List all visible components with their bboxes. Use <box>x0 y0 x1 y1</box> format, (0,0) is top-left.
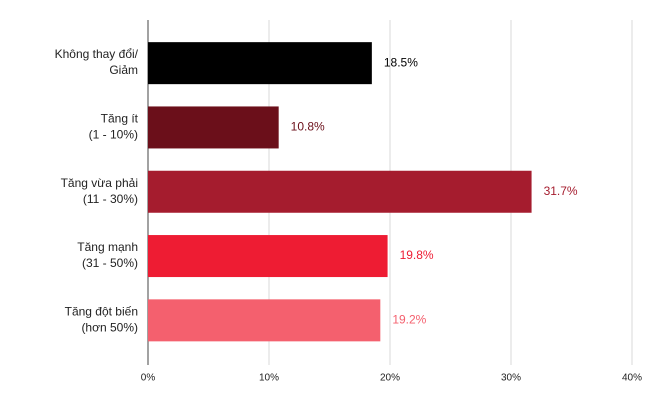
category-label: Tăng đột biến (hơn 50%) <box>65 305 138 335</box>
x-tick-label: 30% <box>501 373 521 384</box>
bar <box>148 299 381 342</box>
category-line: Tăng ít <box>101 112 139 126</box>
category-label: Tăng mạnh (31 - 50%) <box>77 240 138 270</box>
x-tick-label: 40% <box>622 373 642 384</box>
bar <box>148 235 388 278</box>
value-label: 19.2% <box>392 313 426 327</box>
value-label: 10.8% <box>291 120 325 134</box>
bar <box>148 106 279 149</box>
category-line: (hơn 50%) <box>81 321 138 335</box>
value-label: 18.5% <box>384 55 418 69</box>
category-line: Không thay đổi/ <box>55 47 139 61</box>
category-label: Tăng vừa phải (11 - 30%) <box>61 176 138 206</box>
category-line: Tăng mạnh <box>77 240 138 254</box>
value-label: 31.7% <box>544 184 578 198</box>
category-line: Giảm <box>109 63 138 77</box>
category-label: Không thay đổi/Giảm <box>55 47 139 77</box>
bar <box>148 170 532 213</box>
value-label: 19.8% <box>400 248 434 262</box>
x-tick-label: 10% <box>259 373 279 384</box>
category-label: Tăng ít (1 - 10%) <box>89 112 139 142</box>
category-line: (31 - 50%) <box>82 256 138 270</box>
category-line: (11 - 30%) <box>83 192 138 206</box>
bar <box>148 42 372 85</box>
category-line: Tăng đột biến <box>65 305 138 319</box>
category-line: Tăng vừa phải <box>61 176 138 190</box>
x-tick-label: 20% <box>380 373 400 384</box>
x-tick-label: 0% <box>141 373 156 384</box>
category-line: (1 - 10%) <box>89 128 138 142</box>
